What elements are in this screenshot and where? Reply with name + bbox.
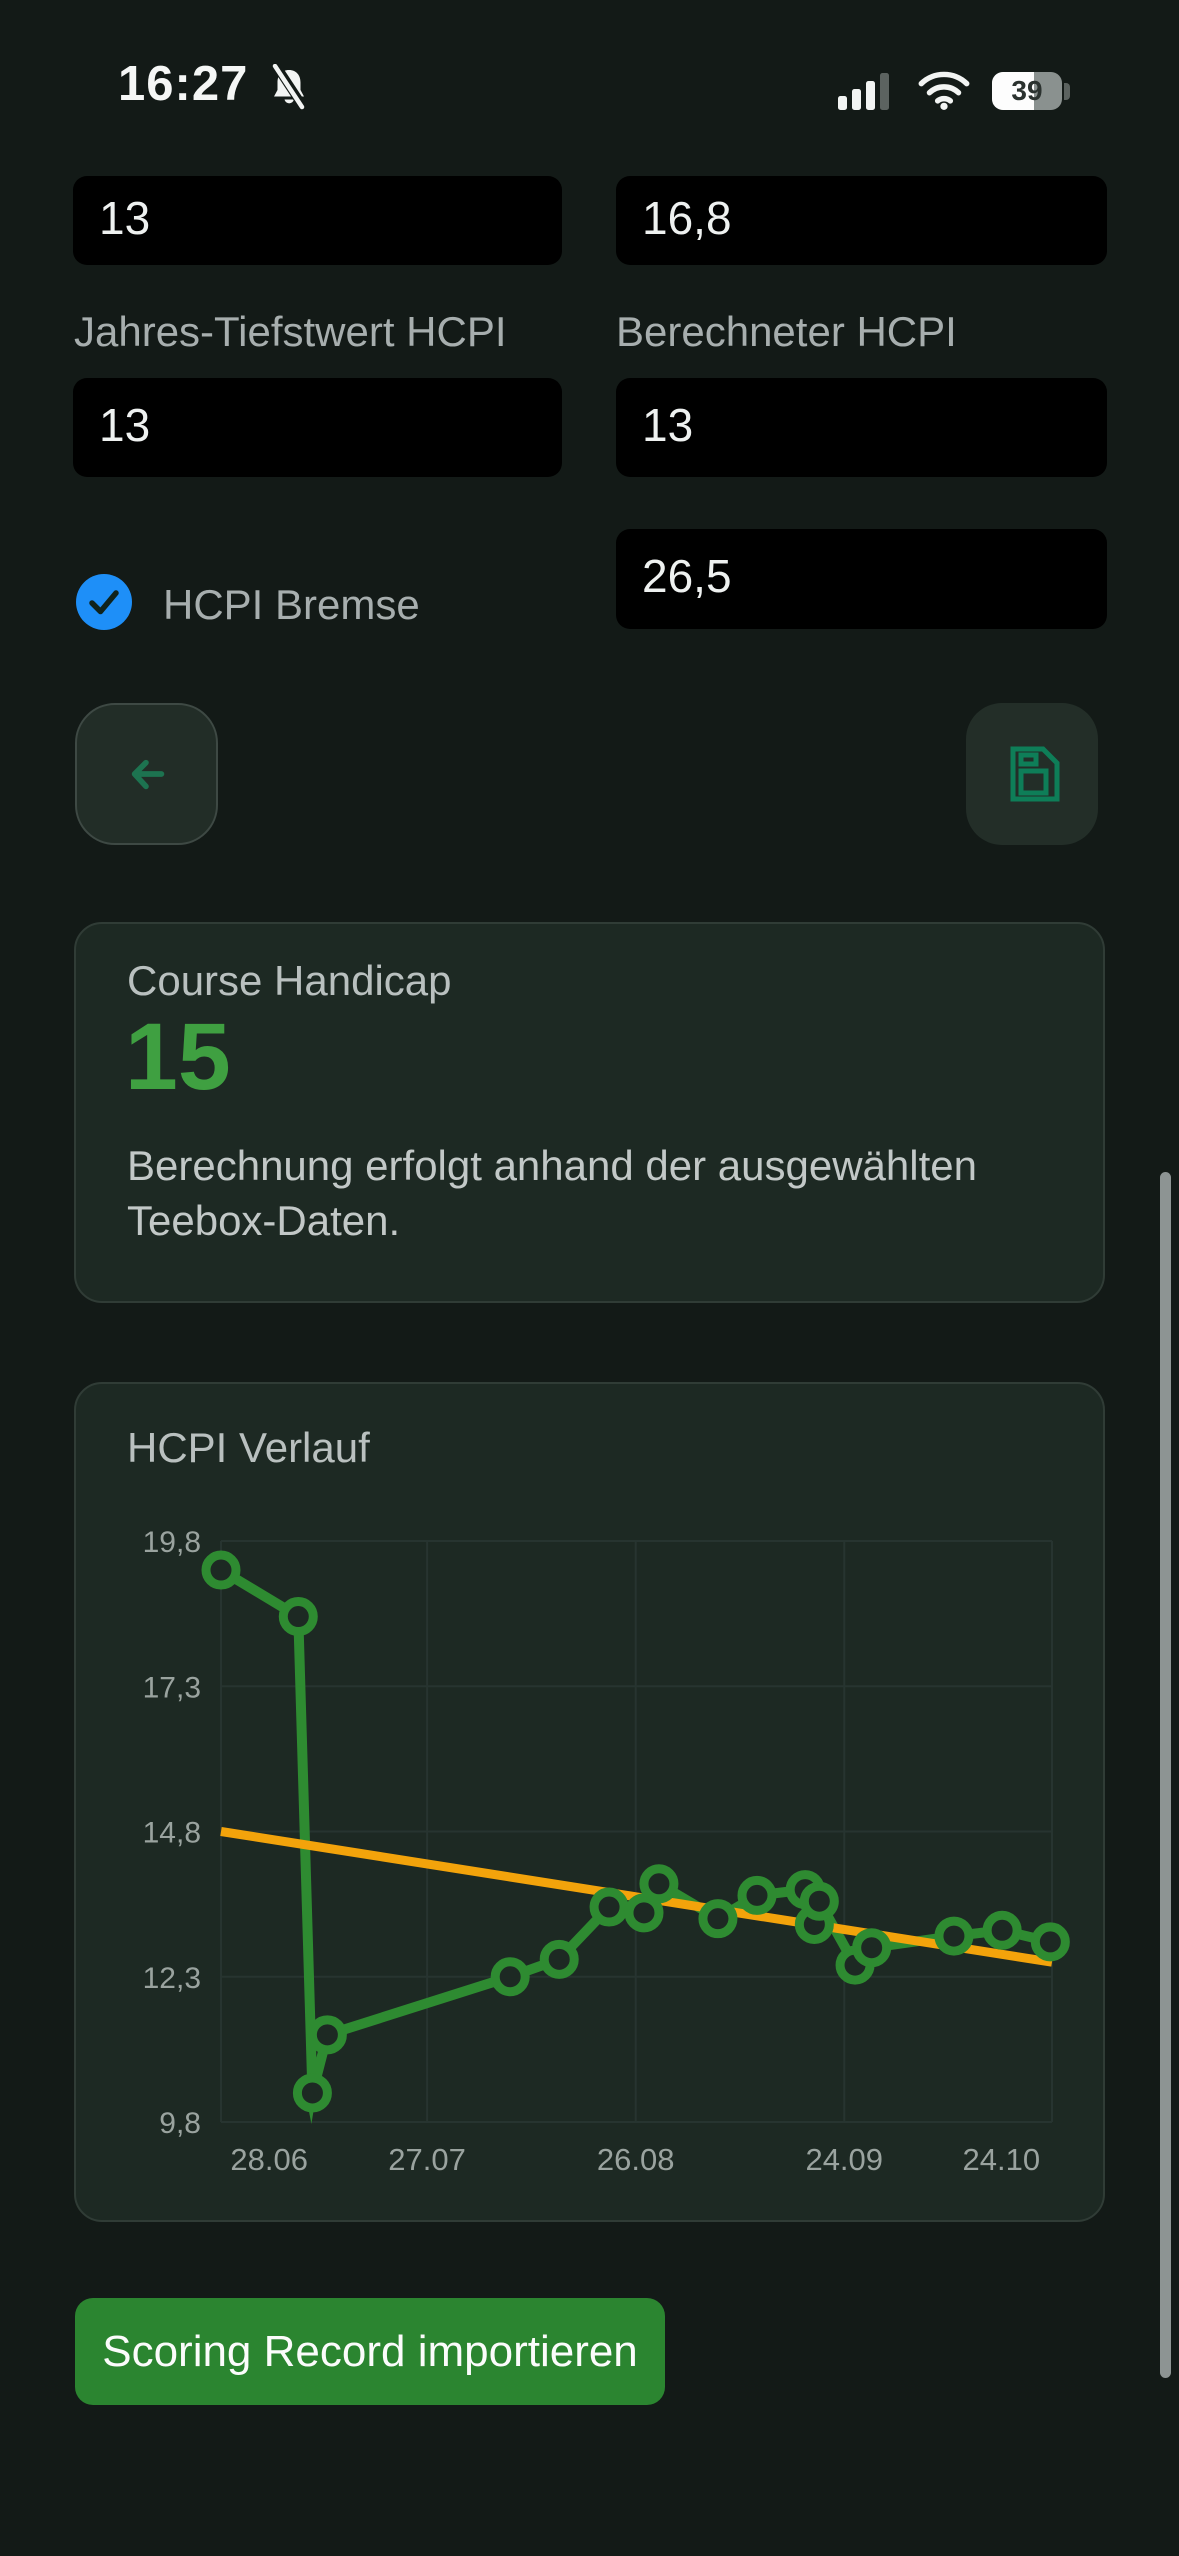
- chart-x-tick-label: 28.06: [230, 2142, 308, 2177]
- chart-x-tick-label: 24.09: [805, 2142, 883, 2177]
- cellular-signal-icon: [838, 73, 889, 110]
- arrow-left-icon: [131, 759, 164, 790]
- chart-x-tick-label: 24.10: [963, 2142, 1041, 2177]
- chart-y-tick-label: 9,8: [159, 2107, 201, 2140]
- chart-data-point: [307, 2015, 347, 2055]
- course-handicap-description: Berechnung erfolgt anhand der ausgewählt…: [127, 1142, 977, 1244]
- import-scoring-record-button[interactable]: Scoring Record importieren: [75, 2298, 665, 2405]
- chart-data-point: [278, 1597, 318, 1637]
- chart-y-tick-label: 14,8: [143, 1817, 201, 1850]
- chart-title: HCPI Verlauf: [127, 1424, 370, 1471]
- chart-data-point: [639, 1864, 679, 1904]
- hcpi-chart: 19,8 17,3 14,8 12,3 9,8 28.06 27.07 26.08 24.09 2…: [143, 1526, 1070, 2177]
- chart-x-tick-label: 26.08: [597, 2142, 675, 2177]
- save-document-icon: [1010, 746, 1060, 802]
- hcpi-bremse-value-input[interactable]: [616, 529, 1107, 629]
- hcpi-bremse-checkbox[interactable]: [75, 573, 133, 631]
- battery-fill: [992, 72, 1034, 110]
- save-button[interactable]: [966, 703, 1098, 845]
- label-berechneter-hcpi: Berechneter HCPI: [616, 308, 957, 355]
- wifi-icon: [918, 71, 970, 110]
- chart-data-point: [799, 1881, 839, 1921]
- status-time: 16:27: [118, 57, 249, 111]
- chart-x-tick-label: 27.07: [388, 2142, 466, 2177]
- berechneter-hcpi-input[interactable]: [616, 378, 1107, 477]
- chart-data-point: [539, 1939, 579, 1979]
- hcpi-input-row1-left[interactable]: [73, 176, 562, 265]
- chart-data-point: [1030, 1922, 1070, 1962]
- battery-percent: 39: [1011, 75, 1043, 106]
- chart-data-point: [852, 1928, 892, 1968]
- course-handicap-card: Course Handicap 15 Berechnung erfolgt an…: [74, 922, 1105, 1303]
- chart-data-point: [934, 1916, 974, 1956]
- chart-data-point: [737, 1875, 777, 1915]
- chart-y-tick-label: 19,8: [143, 1526, 201, 1559]
- hcpi-bremse-label: HCPI Bremse: [163, 581, 420, 628]
- chart-data-point: [201, 1550, 241, 1590]
- chart-data-point: [589, 1887, 629, 1927]
- course-handicap-value: 15: [125, 1004, 231, 1110]
- course-handicap-title: Course Handicap: [127, 957, 452, 1004]
- jahres-tiefstwert-hcpi-input[interactable]: [73, 378, 562, 477]
- scrollbar-thumb[interactable]: [1160, 1172, 1171, 2378]
- chart-data-point: [624, 1893, 664, 1933]
- import-button-label: Scoring Record importieren: [102, 2326, 638, 2376]
- chart-data-point: [982, 1910, 1022, 1950]
- battery-nub: [1064, 83, 1070, 100]
- hcpi-verlauf-card: HCPI Verlauf 19,8 17,3 14,8 12,3 9,8 28.06 27.…: [74, 1382, 1105, 2222]
- battery-icon: 39: [992, 72, 1062, 110]
- chart-y-tick-label: 12,3: [143, 1962, 201, 1995]
- chart-data-point: [698, 1899, 738, 1939]
- chart-y-tick-label: 17,3: [143, 1671, 201, 1704]
- back-button[interactable]: [75, 703, 218, 845]
- hcpi-input-row1-right[interactable]: [616, 176, 1107, 265]
- chart-data-point: [292, 2073, 332, 2113]
- notifications-muted-bell-icon: [272, 64, 308, 111]
- chart-data-point: [490, 1957, 530, 1997]
- label-jahres-tiefstwert-hcpi: Jahres-Tiefstwert HCPI: [74, 308, 507, 355]
